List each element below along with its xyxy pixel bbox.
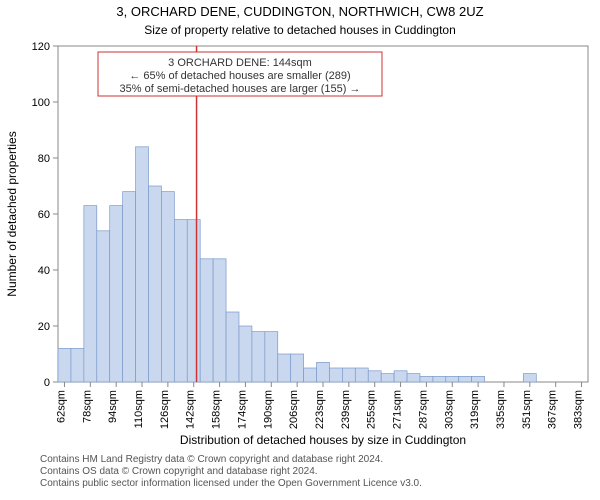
y-tick-label: 0 xyxy=(44,377,50,389)
histogram-bar xyxy=(317,362,330,382)
y-tick-label: 20 xyxy=(38,321,50,333)
histogram-bar xyxy=(84,206,97,382)
x-tick-label: 335sqm xyxy=(495,390,507,429)
histogram-bar xyxy=(407,374,420,382)
x-tick-label: 239sqm xyxy=(340,390,352,429)
footer-line: Contains OS data © Crown copyright and d… xyxy=(40,466,318,477)
x-tick-label: 190sqm xyxy=(262,390,274,429)
histogram-bar xyxy=(58,348,71,382)
x-tick-label: 303sqm xyxy=(443,390,455,429)
histogram-bar xyxy=(433,376,446,382)
x-tick-label: 158sqm xyxy=(211,390,223,429)
footer-line: Contains HM Land Registry data © Crown c… xyxy=(40,454,383,465)
histogram-bar xyxy=(97,231,110,382)
x-tick-label: 126sqm xyxy=(159,390,171,429)
histogram-bar xyxy=(226,312,239,382)
histogram-bar xyxy=(187,220,200,382)
y-tick-label: 120 xyxy=(32,41,50,53)
histogram-bar xyxy=(523,374,536,382)
x-tick-label: 383sqm xyxy=(573,390,585,429)
x-tick-label: 174sqm xyxy=(236,390,248,429)
histogram-bar xyxy=(213,259,226,382)
histogram-bar xyxy=(420,376,433,382)
histogram-bar xyxy=(394,371,407,382)
histogram-bar xyxy=(110,206,123,382)
chart-subtitle: Size of property relative to detached ho… xyxy=(144,23,456,37)
y-tick-label: 80 xyxy=(38,153,50,165)
x-axis-label: Distribution of detached houses by size … xyxy=(180,433,466,447)
x-tick-label: 78sqm xyxy=(81,390,93,423)
x-tick-label: 367sqm xyxy=(547,390,559,429)
x-tick-label: 255sqm xyxy=(366,390,378,429)
histogram-bar xyxy=(355,368,368,382)
histogram-bar xyxy=(342,368,355,382)
histogram-bar xyxy=(446,376,459,382)
histogram-bar xyxy=(368,371,381,382)
histogram-bar xyxy=(71,348,84,382)
histogram-bar xyxy=(161,192,174,382)
histogram-bar xyxy=(291,354,304,382)
annotation-line: 3 ORCHARD DENE: 144sqm xyxy=(168,57,312,69)
histogram-bar xyxy=(148,186,161,382)
x-tick-label: 142sqm xyxy=(185,390,197,429)
histogram-bar xyxy=(174,220,187,382)
y-tick-label: 60 xyxy=(38,209,50,221)
y-tick-label: 100 xyxy=(32,97,50,109)
histogram-bar xyxy=(200,259,213,382)
x-tick-label: 206sqm xyxy=(288,390,300,429)
x-tick-label: 319sqm xyxy=(469,390,481,429)
histogram-bar xyxy=(381,374,394,382)
chart-svg: 3, ORCHARD DENE, CUDDINGTON, NORTHWICH, … xyxy=(0,0,600,500)
chart-title: 3, ORCHARD DENE, CUDDINGTON, NORTHWICH, … xyxy=(116,4,483,19)
annotation-line: ← 65% of detached houses are smaller (28… xyxy=(129,70,350,82)
x-tick-label: 110sqm xyxy=(133,390,145,428)
histogram-chart: 3, ORCHARD DENE, CUDDINGTON, NORTHWICH, … xyxy=(0,0,600,500)
histogram-bar xyxy=(252,332,265,382)
histogram-bar xyxy=(136,147,149,382)
histogram-bar xyxy=(278,354,291,382)
x-tick-label: 271sqm xyxy=(392,390,404,429)
y-axis-label: Number of detached properties xyxy=(5,131,19,296)
histogram-bar xyxy=(329,368,342,382)
footer-line: Contains public sector information licen… xyxy=(40,478,422,489)
x-tick-label: 351sqm xyxy=(521,390,533,429)
y-tick-label: 40 xyxy=(38,265,50,277)
x-tick-label: 62sqm xyxy=(55,390,67,423)
histogram-bar xyxy=(304,368,317,382)
histogram-bar xyxy=(472,376,485,382)
histogram-bar xyxy=(265,332,278,382)
x-tick-label: 223sqm xyxy=(314,390,326,429)
histogram-bar xyxy=(459,376,472,382)
histogram-bar xyxy=(123,192,136,382)
histogram-bar xyxy=(239,326,252,382)
x-tick-label: 94sqm xyxy=(107,390,119,423)
x-tick-label: 287sqm xyxy=(417,390,429,429)
annotation-line: 35% of semi-detached houses are larger (… xyxy=(120,83,361,95)
